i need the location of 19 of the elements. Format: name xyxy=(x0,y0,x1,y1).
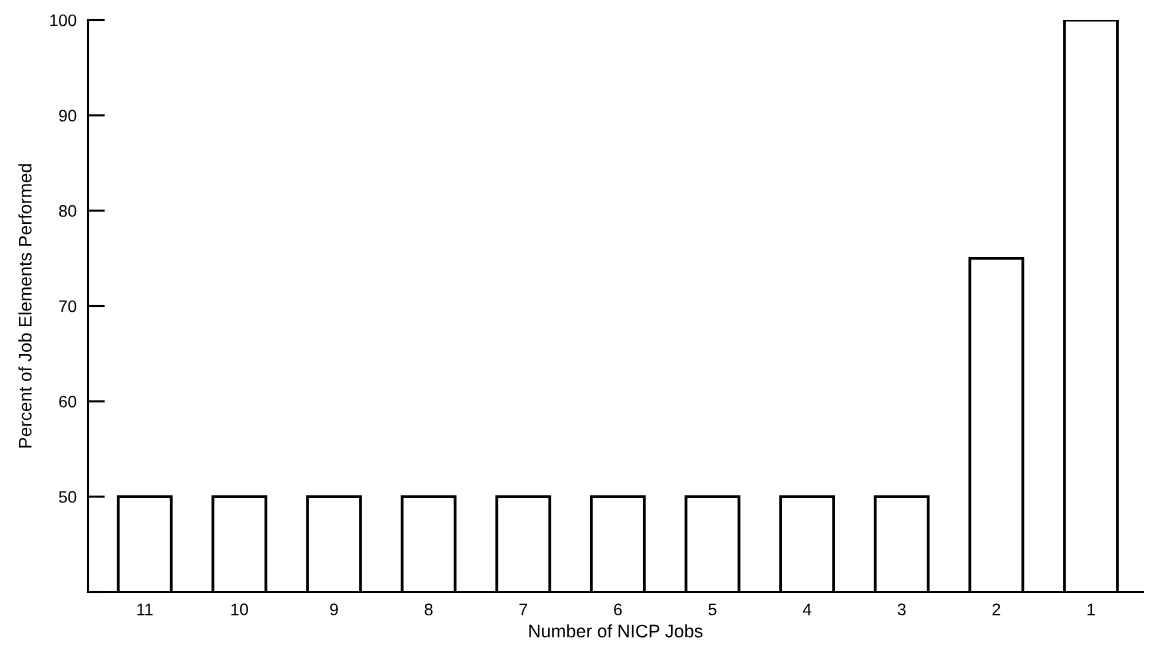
x-tick-label: 11 xyxy=(137,603,153,616)
x-tick-label: 6 xyxy=(614,603,622,616)
y-tick-label: 60 xyxy=(59,395,77,408)
x-tick-label: 3 xyxy=(897,603,906,616)
y-tick-label: 100 xyxy=(50,14,77,27)
x-tick-label: 4 xyxy=(802,603,812,616)
x-tick-label: 10 xyxy=(231,603,249,616)
x-tick-label: 9 xyxy=(330,603,338,616)
x-tick-label: 7 xyxy=(519,603,528,616)
x-tick-label: 2 xyxy=(992,603,1001,616)
y-tick-label: 80 xyxy=(59,205,77,217)
y-tick-label: 70 xyxy=(59,300,77,313)
x-tick-label: 5 xyxy=(708,603,717,616)
x-tick-label: 8 xyxy=(424,603,433,616)
x-axis-title: Number of NICP Jobs xyxy=(529,624,703,638)
y-tick-label: 90 xyxy=(59,109,77,122)
x-tick-label: 1 xyxy=(1087,603,1095,616)
y-axis-title: Percent of Job Elements Performed xyxy=(18,164,32,448)
y-tick-label: 50 xyxy=(59,491,77,503)
